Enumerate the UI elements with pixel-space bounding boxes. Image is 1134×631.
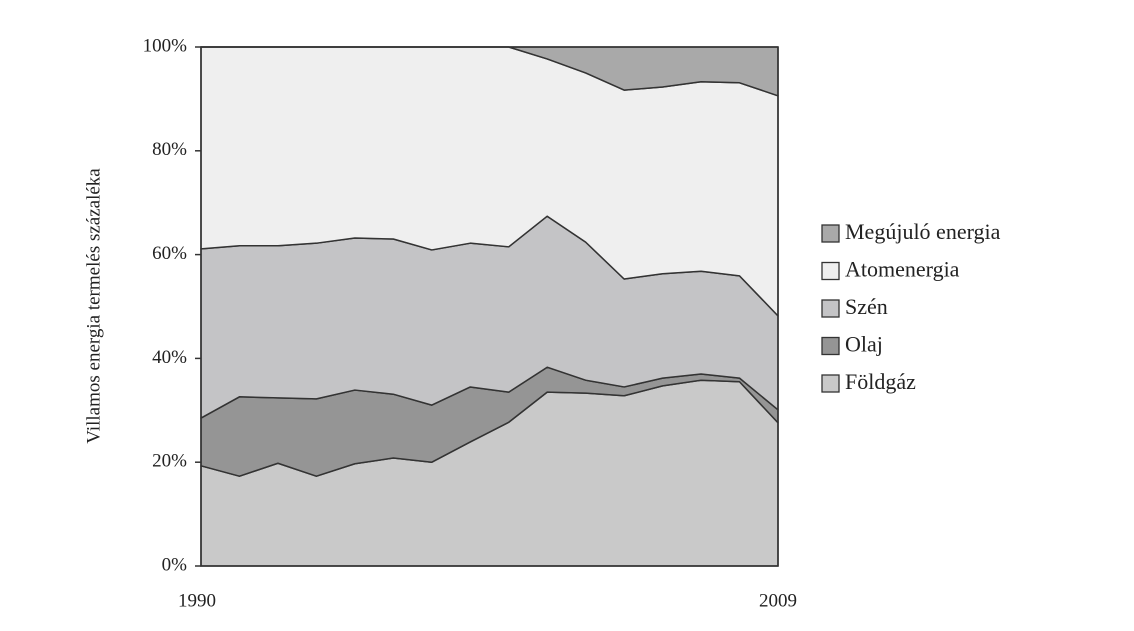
legend-swatch <box>821 374 840 393</box>
legend-label: Megújuló energia <box>845 219 1001 244</box>
y-tick-label: 80% <box>152 139 187 160</box>
plot-frame <box>200 46 779 567</box>
legend-swatch <box>821 261 840 281</box>
x-tick-label: 2009 <box>759 590 797 611</box>
y-tick-label: 60% <box>152 243 187 264</box>
legend-label: Atomenergia <box>845 257 960 282</box>
y-tick-label: 40% <box>152 347 187 368</box>
y-tick-label: 20% <box>152 451 187 472</box>
legend-swatch <box>821 336 840 356</box>
legend-label: Olaj <box>845 332 883 357</box>
legend-swatch <box>821 224 840 243</box>
legend-label: Szén <box>845 294 888 319</box>
y-axis-label: Villamos energia termelés százaléka <box>83 168 104 444</box>
legend-label: Földgáz <box>845 369 916 394</box>
y-tick-label: 100% <box>143 35 188 56</box>
legend-swatch <box>821 299 840 318</box>
x-tick-label: 1990 <box>178 590 216 611</box>
y-tick-label: 0% <box>162 554 188 575</box>
